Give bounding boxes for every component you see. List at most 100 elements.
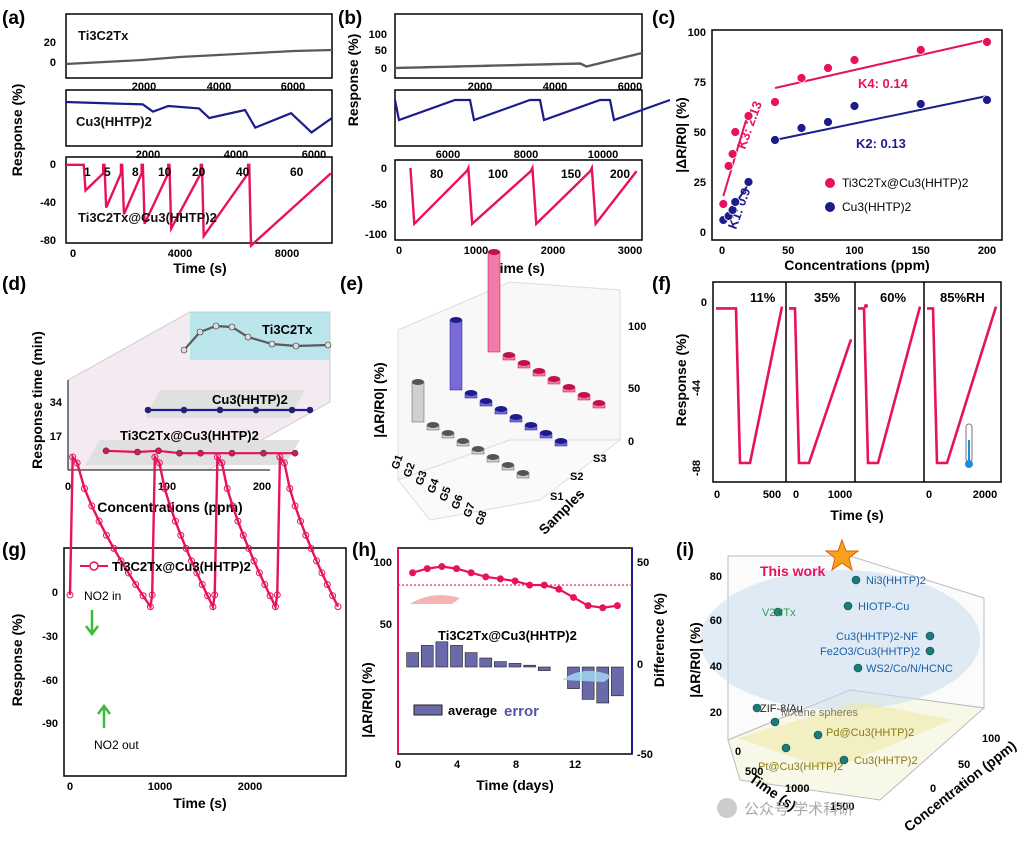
e-bar-top	[510, 414, 522, 420]
e-floor	[397, 439, 622, 521]
a-conc-labels: 1 5 8 10 20 40 60	[84, 165, 304, 179]
c-point	[796, 123, 807, 133]
h-legend-error: error	[504, 703, 539, 720]
c-point	[723, 161, 734, 171]
f-cond-1: 11%	[750, 290, 776, 305]
panel-c: (c) 0 50 100 150 200 0 25 50 75 100 K3: 2.13 K4: 0.…	[652, 8, 1003, 273]
b-ytick-0: 0	[381, 63, 387, 75]
e-bar-top	[495, 406, 507, 412]
d-series-line	[105, 449, 295, 455]
e-bar-top	[487, 454, 499, 460]
h-y2tick-0: 0	[637, 659, 643, 671]
i-point-label: Pt@Cu3(HHTP)2	[758, 761, 843, 773]
i-highlight-cloud	[700, 570, 980, 710]
e-bar-top	[427, 422, 439, 428]
g-point	[223, 484, 231, 492]
h-diff-bar	[537, 666, 551, 671]
i-ztick-100: 100	[982, 733, 1000, 745]
c-point	[915, 99, 926, 109]
i-point-label: WS2/Co/N/HCNC	[866, 663, 953, 675]
e-category-label: G3	[414, 469, 430, 487]
f-ytick-44: -44	[691, 379, 703, 396]
e-bar-top	[578, 392, 590, 398]
a-conc-label: 5	[104, 165, 111, 179]
i-point-label: Cu3(HHTP)2	[854, 755, 918, 767]
g-point	[213, 453, 221, 461]
panel-d: (d) Ti3C2Tx Cu3(HHTP)2 Ti3C2Tx@Cu3(HHTP)…	[2, 274, 332, 515]
e-sample-label: S3	[593, 453, 606, 465]
watermark-text: 公众号 学术科研	[744, 801, 853, 818]
e-bar	[449, 319, 463, 391]
i-ztick-50: 50	[958, 759, 970, 771]
g-point	[66, 591, 74, 599]
g-point	[218, 459, 226, 467]
g-point	[198, 581, 206, 589]
h-response-point	[453, 565, 460, 573]
g-xlabel: Time (s)	[173, 795, 226, 811]
d-point	[197, 449, 204, 457]
b-mid-frame	[394, 89, 643, 147]
h-response-point	[438, 563, 446, 571]
g-point	[280, 459, 288, 467]
panel-c-label: (c)	[652, 8, 675, 29]
a-xtick-mid-3: 6000	[302, 149, 326, 161]
f-ytick-88: -88	[691, 460, 703, 476]
a-xlabel: Time (s)	[173, 260, 226, 276]
g-point	[132, 581, 140, 589]
i-point	[781, 743, 791, 753]
g-point	[151, 453, 159, 461]
d-point	[324, 341, 332, 349]
panel-a-label: (a)	[2, 8, 25, 29]
a-conc-label: 10	[158, 165, 172, 179]
b-ytick-b0: 0	[381, 163, 387, 175]
h-diff-bar	[523, 664, 536, 668]
h-response-point	[482, 573, 490, 581]
h-diff-bar	[450, 645, 463, 668]
a-ytick-b0: 0	[50, 159, 56, 171]
e-bar-top	[555, 438, 567, 444]
g-point	[307, 544, 315, 552]
c-fit-label: K4: 0.14	[858, 76, 909, 91]
h-xtick-8: 8	[513, 759, 519, 771]
h-inner-label: Ti3C2Tx@Cu3(HHTP)2	[438, 628, 577, 643]
c-point	[730, 197, 741, 207]
d-point	[291, 449, 299, 457]
a-xtick-top-1: 2000	[132, 81, 156, 93]
f-xtick-4b: 2000	[973, 489, 997, 501]
c-point	[849, 55, 860, 65]
f-cond-2: 35%	[814, 290, 840, 305]
i-point	[770, 717, 780, 727]
a-conc-label: 40	[236, 165, 250, 179]
d-point	[228, 449, 236, 457]
b-trace-composite	[409, 163, 638, 228]
c-point	[982, 37, 992, 47]
h-xlabel: Time (days)	[476, 777, 554, 793]
b-conc-label: 100	[488, 167, 508, 181]
d-point	[292, 342, 300, 350]
e-category-label: G4	[426, 476, 443, 495]
f-point	[864, 304, 868, 308]
h-response-point	[409, 569, 417, 577]
b-ytick-b100: -100	[365, 229, 387, 241]
e-category-label: G6	[450, 493, 466, 511]
b-ytick-100: 100	[369, 29, 387, 41]
b-xtick-mid-2: 8000	[514, 149, 538, 161]
d-point	[216, 406, 224, 414]
g-legend: Ti3C2Tx@Cu3(HHTP)2	[112, 559, 251, 574]
c-point	[796, 73, 807, 83]
c-xlabel: Concentrations (ppm)	[784, 257, 929, 273]
e-bar-top	[450, 317, 462, 323]
e-bar-top	[525, 422, 537, 428]
i-ytick-60: 60	[710, 615, 722, 627]
g-point	[291, 502, 299, 510]
f-ytick-0: 0	[701, 297, 707, 309]
b-xtick-bot-1: 0	[396, 245, 402, 257]
d-xtick-200: 200	[253, 481, 271, 493]
g-point	[313, 557, 321, 565]
b-ytick-b50: -50	[371, 199, 387, 211]
h-ytick-50: 50	[380, 619, 392, 631]
panel-f-label: (f)	[652, 274, 671, 295]
h-arrow-right-icon	[562, 670, 612, 682]
panel-e-label: (e)	[340, 274, 363, 295]
